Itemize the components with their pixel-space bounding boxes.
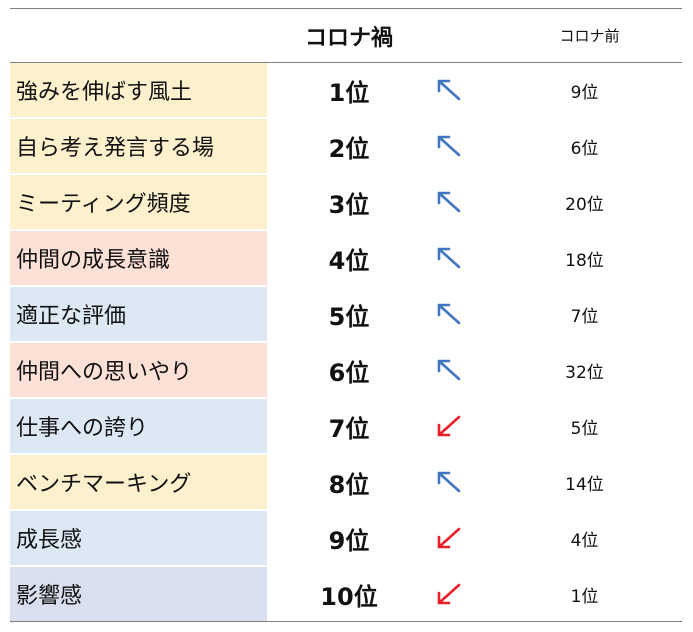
during-covid-rank: 3位 [267,174,431,231]
during-covid-rank: 1位 [267,62,431,119]
table-row: 成長感 9位 4位 [10,510,682,567]
table-row: 影響感 10位 1位 [10,566,682,622]
before-covid-rank: 14位 [497,454,682,511]
table-row: 自ら考え発言する場 2位 6位 [10,118,682,175]
arrow-up-left-icon [431,454,497,511]
table-row: 仲間の成長意識 4位 18位 [10,230,682,287]
before-covid-rank: 6位 [497,118,682,175]
item-label: 仲間の成長意識 [10,230,267,287]
during-covid-rank: 6位 [267,342,431,399]
before-covid-rank: 32位 [497,342,682,399]
item-label: ミーティング頻度 [10,174,267,231]
ranking-rows: 強みを伸ばす風土 1位 9位 自ら考え発言する場 2位 6位 ミーティング頻度 3位 20位 仲間… [10,62,682,622]
table-row: 強みを伸ばす風土 1位 9位 [10,62,682,119]
before-covid-rank: 9位 [497,62,682,119]
during-covid-rank: 10位 [267,566,431,622]
item-label: 自ら考え発言する場 [10,118,267,175]
arrow-down-left-icon [431,398,497,455]
item-label: 仲間への思いやり [10,342,267,399]
before-covid-rank: 7位 [497,286,682,343]
arrow-up-left-icon [431,118,497,175]
arrow-up-left-icon [431,342,497,399]
arrow-up-left-icon [431,230,497,287]
before-covid-rank: 20位 [497,174,682,231]
during-covid-header: コロナ禍 [267,8,431,63]
arrow-up-left-icon [431,62,497,119]
during-covid-rank: 8位 [267,454,431,511]
before-covid-rank: 18位 [497,230,682,287]
during-covid-rank: 7位 [267,398,431,455]
before-covid-header: コロナ前 [497,8,682,63]
table-row: 仲間への思いやり 6位 32位 [10,342,682,399]
arrow-down-left-icon [431,510,497,567]
arrow-up-left-icon [431,174,497,231]
during-covid-rank: 9位 [267,510,431,567]
item-label: 強みを伸ばす風土 [10,62,267,119]
table-row: ベンチマーキング 8位 14位 [10,454,682,511]
during-covid-rank: 4位 [267,230,431,287]
table-row: ミーティング頻度 3位 20位 [10,174,682,231]
item-label: 成長感 [10,510,267,567]
arrow-down-left-icon [431,566,497,622]
arrow-up-left-icon [431,286,497,343]
table-row: 適正な評価 5位 7位 [10,286,682,343]
before-covid-rank: 1位 [497,566,682,622]
item-label: 仕事への誇り [10,398,267,455]
header-row: コロナ禍 コロナ前 [10,8,682,63]
item-header [10,8,267,63]
during-covid-rank: 5位 [267,286,431,343]
during-covid-rank: 2位 [267,118,431,175]
trend-header [431,8,497,63]
before-covid-rank: 4位 [497,510,682,567]
table-row: 仕事への誇り 7位 5位 [10,398,682,455]
ranking-table: コロナ禍 コロナ前 強みを伸ばす風土 1位 9位 自ら考え発言する場 2位 6位 ミーティン… [10,8,682,622]
before-covid-rank: 5位 [497,398,682,455]
item-label: 影響感 [10,566,267,622]
item-label: 適正な評価 [10,286,267,343]
item-label: ベンチマーキング [10,454,267,511]
